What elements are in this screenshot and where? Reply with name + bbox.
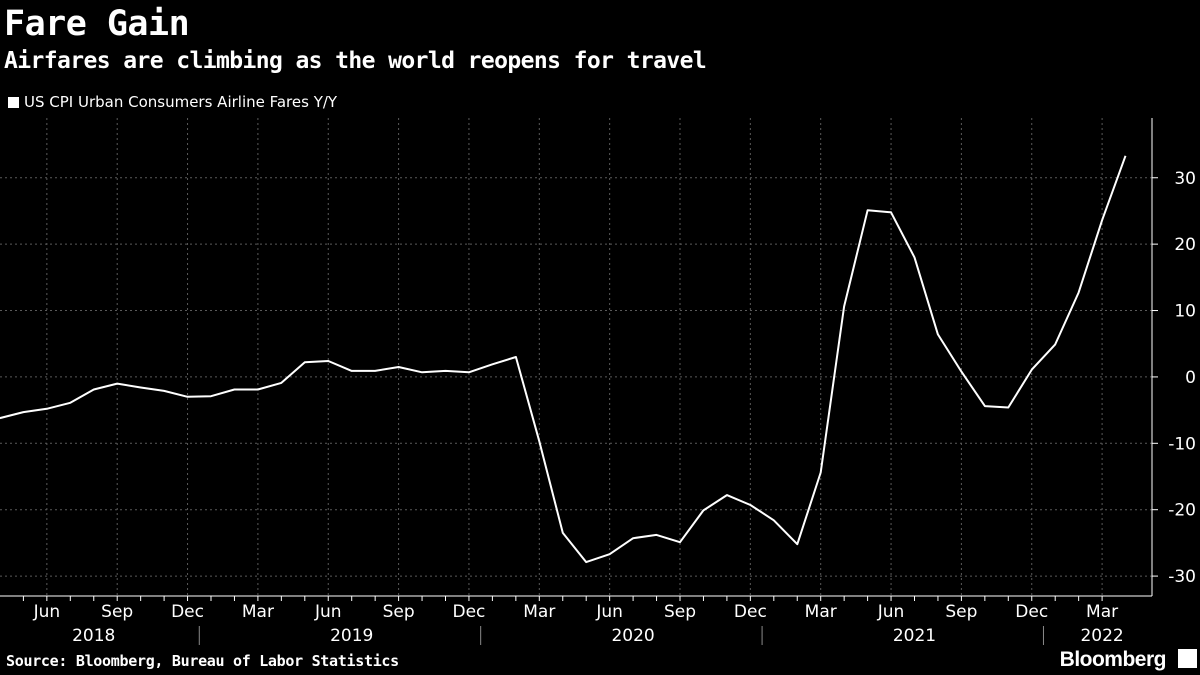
chart-title: Fare Gain [4,4,190,44]
y-tick-label: -20 [1168,501,1196,521]
x-tick-label: Mar [523,602,555,622]
x-tick-label: Mar [805,602,837,622]
y-tick-label: 20 [1174,235,1196,255]
series-line [0,155,1127,564]
x-tick-label: Jun [33,602,61,622]
x-tick-label: Sep [664,602,696,622]
y-tick-label: -10 [1168,434,1196,454]
x-tick-label: Sep [101,602,133,622]
x-year-label: 2021 [893,626,936,646]
source-note: Source: Bloomberg, Bureau of Labor Stati… [6,652,399,670]
x-tick-label: Jun [877,602,905,622]
x-year-label: 2020 [611,626,654,646]
x-year-label: 2022 [1080,626,1123,646]
x-tick-label: Sep [383,602,415,622]
legend-swatch [8,96,19,108]
x-tick-label: Dec [734,602,767,622]
brand-logo-icon [1178,649,1197,668]
x-year-label: 2018 [72,626,115,646]
x-tick-label: Sep [945,602,977,622]
grid [0,118,1152,596]
axes: 30 20 10 0 -10 -20 -30 Jun Sep Dec Mar Jun Sep Dec Mar… [0,118,1196,646]
x-tick-label: Dec [1015,602,1048,622]
y-tick-label: 10 [1174,302,1196,322]
x-tick-label: Jun [314,602,342,622]
x-tick-label: Mar [242,602,274,622]
brand-logo-text: Bloomberg [1059,648,1167,671]
y-tick-label: 0 [1185,368,1196,388]
legend: US CPI Urban Consumers Airline Fares Y/Y [8,92,337,112]
series [0,155,1127,564]
x-tick-label: Jun [595,602,623,622]
x-tick-label: Mar [1086,602,1118,622]
x-tick-label: Dec [452,602,485,622]
y-tick-label: -30 [1168,567,1196,587]
x-tick-label: Dec [171,602,204,622]
chart-subtitle: Airfares are climbing as the world reope… [4,48,707,74]
y-tick-label: 30 [1174,169,1196,189]
legend-label: US CPI Urban Consumers Airline Fares Y/Y [24,93,338,111]
x-year-label: 2019 [330,626,373,646]
